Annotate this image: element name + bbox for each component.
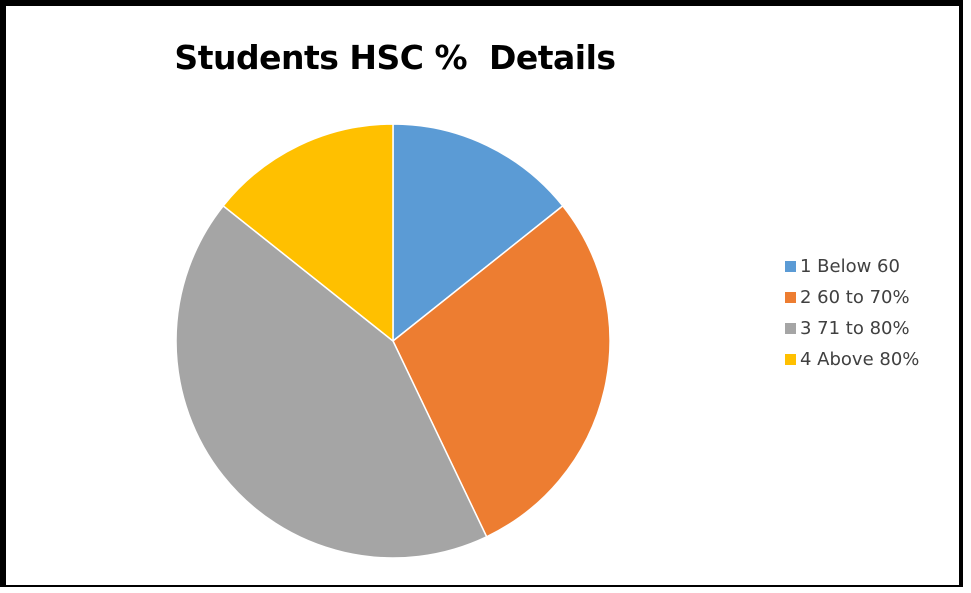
pie-slices xyxy=(175,123,611,559)
chart-title: Students HSC % Details xyxy=(174,38,616,77)
legend-swatch xyxy=(785,354,796,365)
pie-slice xyxy=(222,123,394,343)
legend-item: 2 60 to 70% xyxy=(785,286,919,309)
legend-item: 1 Below 60 xyxy=(785,255,919,278)
pie-slice xyxy=(392,123,564,343)
legend-swatch xyxy=(785,323,796,334)
legend-label: 1 Below 60 xyxy=(800,256,900,277)
legend-item: 4 Above 80% xyxy=(785,348,919,371)
legend-label: 2 60 to 70% xyxy=(800,287,910,308)
legend: 1 Below 60 2 60 to 70% 3 71 to 80% 4 Abo… xyxy=(785,255,919,379)
legend-swatch xyxy=(785,261,796,272)
legend-swatch xyxy=(785,292,796,303)
legend-label: 3 71 to 80% xyxy=(800,318,910,339)
legend-item: 3 71 to 80% xyxy=(785,317,919,340)
pie-slice xyxy=(175,204,488,559)
legend-label: 4 Above 80% xyxy=(800,349,920,370)
